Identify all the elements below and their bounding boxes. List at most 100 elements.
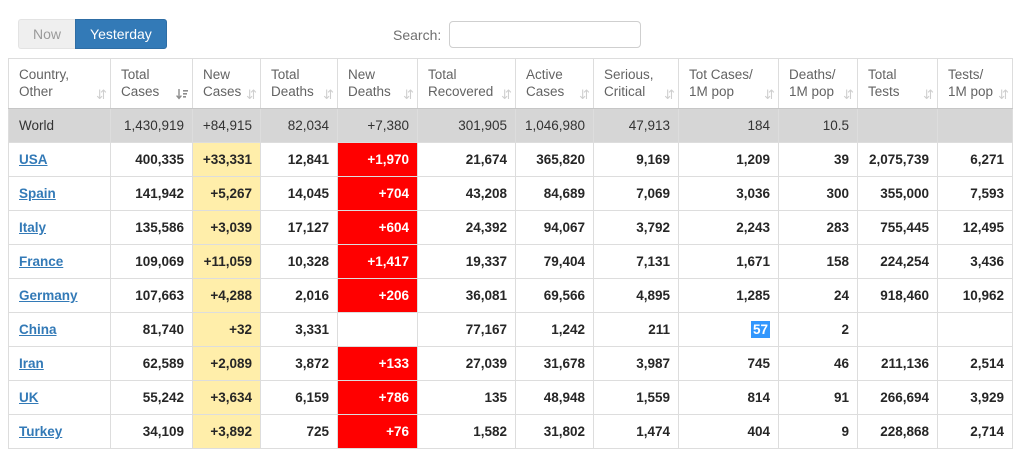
cell-new-deaths: +1,417 xyxy=(337,244,418,279)
column-header-total-recovered[interactable]: Total Recovered ⇵ xyxy=(417,58,516,109)
cell-total-deaths: 3,872 xyxy=(260,346,338,381)
column-header-tests-1m[interactable]: Tests/ 1M pop ⇵ xyxy=(937,58,1013,109)
column-header-new-deaths[interactable]: New Deaths ⇵ xyxy=(337,58,418,109)
cell-total-deaths: 14,045 xyxy=(260,176,338,211)
sort-icon: ⇵ xyxy=(579,87,590,102)
country-cell: Turkey xyxy=(8,414,111,449)
cell-total-tests: 266,694 xyxy=(857,380,938,415)
cell-deaths-1m: 9 xyxy=(778,414,858,449)
country-link[interactable]: Italy xyxy=(19,220,47,235)
cell-total-cases: 107,663 xyxy=(110,278,193,313)
cell-total-recovered: 77,167 xyxy=(417,312,516,347)
now-button[interactable]: Now xyxy=(18,19,76,49)
country-link[interactable]: USA xyxy=(19,152,48,167)
column-label-line2: Cases xyxy=(203,84,242,99)
yesterday-button[interactable]: Yesterday xyxy=(75,19,167,49)
cell-active-cases: 69,566 xyxy=(515,278,594,313)
table-row: Turkey 34,109 +3,892 725 +76 1,582 31,80… xyxy=(8,414,1013,449)
country-cell: China xyxy=(8,312,111,347)
cell-total-recovered: 135 xyxy=(417,380,516,415)
column-label-line1: Active xyxy=(526,67,563,82)
country-link[interactable]: France xyxy=(19,254,64,269)
column-label-line2: Deaths xyxy=(271,84,314,99)
cell-total-recovered: 24,392 xyxy=(417,210,516,245)
cell-tests-1m: 2,714 xyxy=(937,414,1013,449)
cell-total-cases: 141,942 xyxy=(110,176,193,211)
cell-active-cases: 79,404 xyxy=(515,244,594,279)
cell-tests-1m: 10,962 xyxy=(937,278,1013,313)
sort-icon: ⇵ xyxy=(843,87,854,102)
cell-active-cases: 1,242 xyxy=(515,312,594,347)
cell-deaths-1m: 39 xyxy=(778,142,858,177)
cell-new-cases: +3,892 xyxy=(192,414,261,449)
column-header-total-tests[interactable]: Total Tests ⇵ xyxy=(857,58,938,109)
country-label: World xyxy=(19,118,55,133)
column-header-deaths-1m[interactable]: Deaths/ 1M pop ⇵ xyxy=(778,58,858,109)
table-row: Germany 107,663 +4,288 2,016 +206 36,081… xyxy=(8,278,1013,313)
country-link[interactable]: Iran xyxy=(19,356,44,371)
cell-active-cases: 84,689 xyxy=(515,176,594,211)
cell-tot-cases-1m: 1,285 xyxy=(678,278,779,313)
cell-new-deaths: +604 xyxy=(337,210,418,245)
header-row: Country, Other ⇵ Total Cases New Cases ⇵… xyxy=(8,58,1013,109)
cell-tot-cases-1m: 745 xyxy=(678,346,779,381)
sort-icon: ⇵ xyxy=(664,87,675,102)
column-label-line1: Total xyxy=(868,67,897,82)
cell-tests-1m: 2,514 xyxy=(937,346,1013,381)
cell-serious-critical: 1,559 xyxy=(593,380,679,415)
cell-total-cases: 135,586 xyxy=(110,210,193,245)
column-label-line2: Cases xyxy=(121,84,160,99)
cell-tot-cases-1m: 1,209 xyxy=(678,142,779,177)
country-link[interactable]: Turkey xyxy=(19,424,63,439)
cell-total-deaths: 12,841 xyxy=(260,142,338,177)
table-row: France 109,069 +11,059 10,328 +1,417 19,… xyxy=(8,244,1013,279)
column-label-line1: Country, xyxy=(19,67,70,82)
cell-new-cases: +33,331 xyxy=(192,142,261,177)
cell-active-cases: 1,046,980 xyxy=(515,108,594,143)
cell-active-cases: 48,948 xyxy=(515,380,594,415)
cell-total-cases: 109,069 xyxy=(110,244,193,279)
table-row: Spain 141,942 +5,267 14,045 +704 43,208 … xyxy=(8,176,1013,211)
sort-icon: ⇵ xyxy=(96,87,107,102)
column-header-serious-critical[interactable]: Serious, Critical ⇵ xyxy=(593,58,679,109)
cell-new-cases: +3,039 xyxy=(192,210,261,245)
cell-total-tests: 918,460 xyxy=(857,278,938,313)
cell-new-cases: +84,915 xyxy=(192,108,261,143)
column-header-active-cases[interactable]: Active Cases ⇵ xyxy=(515,58,594,109)
column-label-line1: Tot Cases/ xyxy=(689,67,753,82)
cell-tests-1m: 3,436 xyxy=(937,244,1013,279)
column-label-line2: Critical xyxy=(604,84,646,99)
cell-serious-critical: 47,913 xyxy=(593,108,679,143)
cell-total-recovered: 19,337 xyxy=(417,244,516,279)
country-link[interactable]: Spain xyxy=(19,186,56,201)
country-link[interactable]: China xyxy=(19,322,57,337)
search-input[interactable] xyxy=(449,21,642,48)
cell-total-deaths: 82,034 xyxy=(260,108,338,143)
cell-total-deaths: 10,328 xyxy=(260,244,338,279)
cell-serious-critical: 9,169 xyxy=(593,142,679,177)
cell-total-deaths: 3,331 xyxy=(260,312,338,347)
table-row: UK 55,242 +3,634 6,159 +786 135 48,948 1… xyxy=(8,380,1013,415)
cell-tot-cases-1m: 1,671 xyxy=(678,244,779,279)
column-header-tot-cases-1m[interactable]: Tot Cases/ 1M pop ⇵ xyxy=(678,58,779,109)
country-link[interactable]: Germany xyxy=(19,288,78,303)
cell-total-tests: 228,868 xyxy=(857,414,938,449)
country-link[interactable]: UK xyxy=(19,390,39,405)
column-header-country-other[interactable]: Country, Other ⇵ xyxy=(8,58,111,109)
cell-new-cases: +5,267 xyxy=(192,176,261,211)
cell-new-deaths: +133 xyxy=(337,346,418,381)
cell-tests-1m xyxy=(937,108,1013,143)
cell-total-tests: 224,254 xyxy=(857,244,938,279)
cell-total-cases: 62,589 xyxy=(110,346,193,381)
table-row: Italy 135,586 +3,039 17,127 +604 24,392 … xyxy=(8,210,1013,245)
cell-tests-1m: 12,495 xyxy=(937,210,1013,245)
column-label-line1: Total xyxy=(428,67,457,82)
column-header-new-cases[interactable]: New Cases ⇵ xyxy=(192,58,261,109)
column-header-total-deaths[interactable]: Total Deaths ⇵ xyxy=(260,58,338,109)
cell-new-deaths: +1,970 xyxy=(337,142,418,177)
country-cell: World xyxy=(8,108,111,143)
cell-new-deaths: +786 xyxy=(337,380,418,415)
cell-tests-1m xyxy=(937,312,1013,347)
cell-deaths-1m: 46 xyxy=(778,346,858,381)
column-header-total-cases[interactable]: Total Cases xyxy=(110,58,193,109)
